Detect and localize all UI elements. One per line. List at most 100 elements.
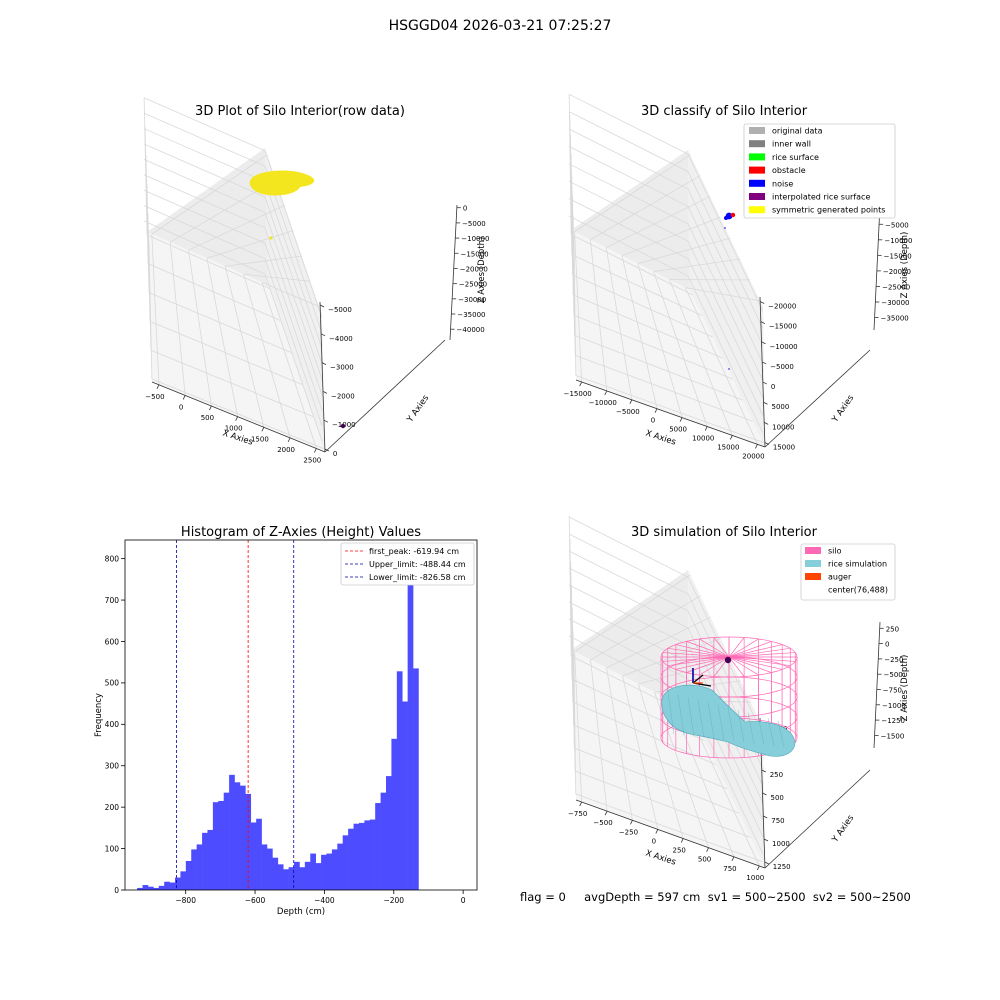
histogram-bar: [153, 887, 160, 890]
z-tick-label: −35000: [457, 311, 485, 319]
histogram-bar: [369, 819, 376, 890]
y-tick: [759, 301, 765, 304]
grid-line: [573, 294, 723, 359]
x-tick: [261, 427, 265, 432]
histogram-bar: [164, 881, 170, 890]
rice-mesh-line: [717, 704, 725, 741]
y-tick-label: 700: [105, 596, 120, 605]
silo-roof-wire: [728, 638, 759, 658]
grid-line: [570, 561, 574, 703]
grid-line: [568, 601, 764, 821]
z-tick-label: 0: [463, 205, 467, 213]
grid-line: [568, 584, 764, 804]
legend: silo rice simulation auger center(76,488): [800, 543, 896, 601]
y-tick: [760, 321, 766, 325]
y-tick-label: 1250: [773, 863, 791, 871]
histogram-bar: [277, 864, 284, 890]
x-tick: [235, 416, 238, 421]
legend-swatch: [749, 153, 765, 161]
y-tick: [320, 333, 326, 337]
y-tick-label: 750: [771, 817, 784, 825]
x-tick-label: 2500: [303, 457, 321, 465]
histogram-bar: [413, 668, 419, 890]
y-tick: [761, 361, 767, 365]
histogram-bar: [283, 869, 289, 890]
grid-line: [147, 263, 281, 321]
z-tick-label: −30000: [881, 299, 909, 307]
histogram-bar: [321, 854, 327, 890]
legend-swatch: [805, 560, 821, 567]
y-axis-label: Y Axies: [405, 393, 432, 425]
grid-line: [570, 234, 693, 296]
grid-line: [569, 538, 573, 680]
histogram-bar: [315, 863, 322, 890]
x-tick-label: 0: [461, 896, 466, 905]
x-tick-label: −10000: [589, 399, 617, 407]
center-point: [724, 656, 732, 664]
silo-roof-wire: [675, 644, 730, 658]
y-tick: [319, 304, 325, 308]
legend-label: inner wall: [772, 140, 811, 149]
grid-line: [143, 220, 323, 442]
grid-line: [574, 334, 743, 401]
chart-title: 3D Plot of Silo Interior(row data): [195, 104, 405, 119]
x-axis-label: Depth (cm): [277, 907, 325, 917]
grid-line: [151, 154, 268, 235]
rice-mesh-line: [777, 720, 785, 748]
auger-axis: [692, 674, 704, 684]
rice-mesh-line: [737, 710, 745, 743]
grid-line: [143, 97, 323, 318]
histogram-bar: [375, 803, 381, 890]
z-tick-label: −10000: [884, 237, 912, 245]
silo-roof-wire: [667, 656, 730, 667]
z-tick-label: −35000: [881, 315, 909, 323]
y-tick: [761, 341, 766, 345]
grid-line: [568, 180, 764, 399]
grid-line: [261, 281, 320, 308]
data-point: [269, 236, 273, 240]
grid-line: [571, 254, 703, 317]
grid-line: [574, 574, 691, 653]
grid-line: [243, 274, 291, 438]
legend-swatch: [749, 140, 765, 148]
grid-line: [573, 653, 577, 795]
floor-pane: [571, 230, 765, 447]
x-tick: [655, 829, 659, 834]
data-points-cluster: [249, 170, 315, 196]
z-tick-label: −25000: [882, 283, 910, 291]
legend-swatch: [749, 179, 765, 187]
histogram-bar: [158, 885, 165, 890]
y-tick: [321, 362, 327, 365]
y-tick-label: 100: [105, 844, 120, 853]
legend-label: first_peak: -619.94 cm: [369, 547, 459, 556]
z-axis-label: Z Axies (Depth): [477, 237, 487, 304]
histogram-bar: [218, 800, 224, 890]
grid-line: [188, 250, 212, 407]
depth-histogram: −800 −600 −400 −200 0 0 100 200 300 400 500 600 700 8…: [94, 525, 478, 917]
z-tick-label: −15000: [884, 252, 912, 260]
silo-roof-wire: [662, 656, 730, 662]
grid-line: [653, 258, 741, 273]
grid-line: [573, 724, 728, 790]
legend-frame: [800, 543, 896, 601]
y-axis-label: Y Axies: [830, 393, 857, 425]
grid-line: [143, 159, 323, 380]
z-tick-label: −40000: [457, 326, 485, 334]
grid-line: [150, 349, 314, 417]
z-axis-line: [873, 204, 881, 331]
histogram-bar: [185, 861, 192, 890]
z-tick-label: −5000: [885, 221, 909, 229]
silo-roof-wire: [699, 638, 730, 658]
z-tick-label: −750: [883, 687, 902, 695]
grid-line: [143, 189, 323, 411]
y-tick-label: 300: [105, 762, 120, 771]
legend-label: Upper_limit: -488.44 cm: [369, 560, 466, 569]
histogram-bar: [207, 829, 214, 890]
legend-label: obstacle: [772, 166, 806, 175]
x-tick-label: 0: [652, 837, 656, 845]
chart-title: Histogram of Z-Axies (Height) Values: [181, 525, 421, 540]
x-tick-label: 2000: [277, 446, 295, 454]
x-tick-label: −750: [568, 810, 587, 818]
z-tick-label: −5000: [462, 220, 486, 228]
x-tick-label: −15000: [564, 390, 592, 398]
